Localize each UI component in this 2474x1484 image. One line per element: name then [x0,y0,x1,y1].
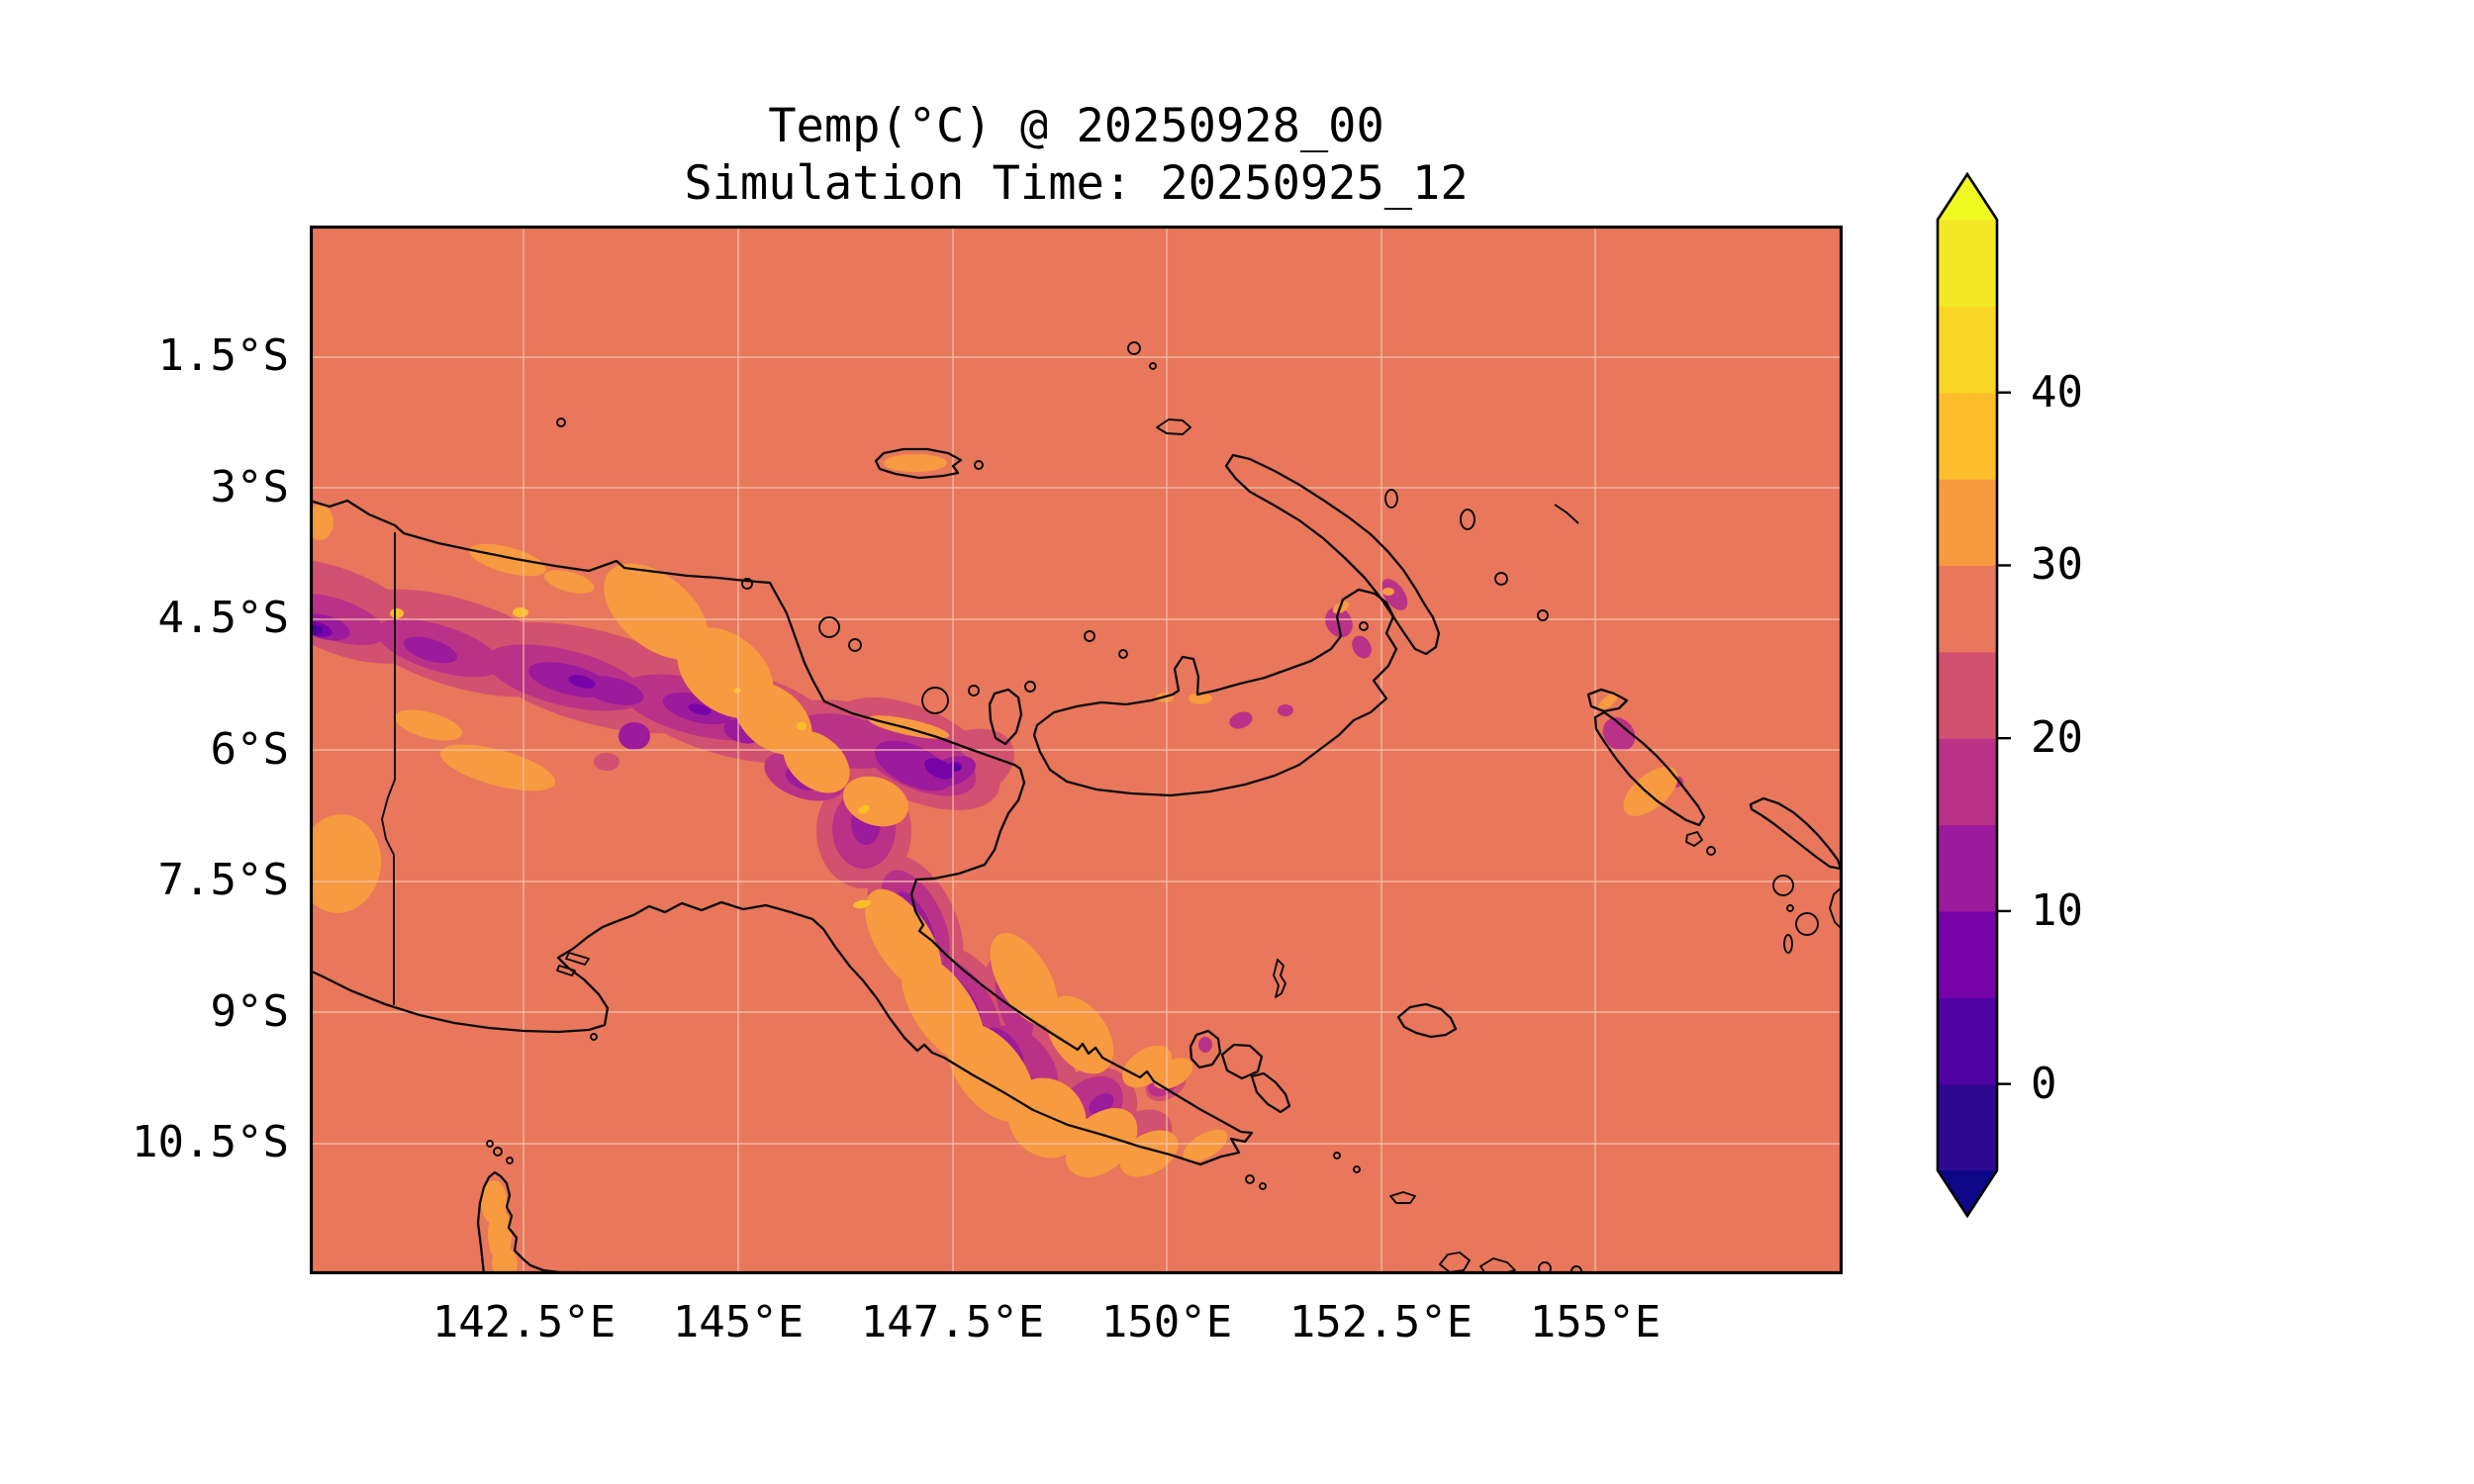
island-new-hanover [1156,418,1191,435]
island-louisiade-3 [1538,1261,1552,1274]
island-gizo [1786,904,1794,912]
island-samarai-2 [1259,1182,1267,1190]
colorbar-segment-40-45 [1938,306,1997,394]
island-umboi [988,688,1023,746]
island-nuguria-sliver [1554,504,1579,524]
island-tabar [1384,489,1398,509]
colorbar-segment--5-0 [1938,1083,1997,1171]
lat-tick-label: 3°S [210,461,289,512]
island-normanby [1250,1071,1291,1114]
island-feni [1537,609,1549,621]
island-goodenough [1189,1029,1222,1069]
colorbar-segment-10-15 [1938,824,1997,912]
colorbar-segment-15-20 [1938,738,1997,826]
coastline-new-ireland [1224,453,1441,656]
lon-tick-label: 150°E [1100,1297,1233,1347]
colorbar-over-arrow [1938,174,1997,220]
island-kiwai-2 [556,965,576,976]
island-misima [1389,1191,1416,1204]
plot-subtitle: Simulation Time: 20250925_12 [684,156,1469,211]
island-torres-3 [486,1140,494,1148]
colorbar-tick-value: 40 [2031,366,2083,417]
island-lihir [1460,509,1475,530]
colorbar-segment-5-10 [1938,910,1997,998]
lon-tick-label: 152.5°E [1288,1297,1474,1347]
lat-tick-label: 6°S [210,723,289,775]
island-karkar [818,616,840,638]
coastline-manus [874,447,963,480]
island-bagabag [848,638,862,652]
lat-tick-label: 7.5°S [157,855,289,906]
island-torres-1 [493,1147,503,1157]
island-wuvulu [556,417,566,427]
island-kiwai-1 [565,952,590,966]
border-png-indonesia-141e [381,532,396,1005]
island-lolobau [1084,630,1095,642]
plot-title: Temp(°C) @ 20250928_00 [768,99,1384,153]
coastline-new-guinea-mainland [310,499,1254,1166]
colorbar-under-arrow [1938,1170,1997,1216]
colorbar-outline [1936,171,1999,1219]
lat-tick-label: 4.5°S [157,593,289,644]
island-new-georgia-edge [1829,885,1843,931]
island-vella-lavella [1772,875,1794,896]
island-crown [968,685,980,696]
colorbar-segments [1938,220,1997,1171]
contour-band-30-35 [310,454,1678,1274]
gridlines [310,226,1843,1274]
island-manam [741,578,753,590]
island-long [921,687,949,714]
colorbar-tick-value: 20 [2031,712,2083,764]
colorbar-segment-25-30 [1938,565,1997,653]
lon-tick-label: 145°E [672,1297,805,1347]
island-bougainville [1593,710,1706,827]
colorbar-tick-value: 0 [2031,1058,2057,1109]
island-kolombangara [1795,912,1819,936]
coastline-new-britain [1032,588,1398,797]
island-treasury [1706,846,1716,856]
island-samarai-1 [1245,1174,1255,1184]
island-amphlett-1 [1333,1152,1341,1159]
coastlines [310,341,1843,1274]
lon-tick-label: 147.5°E [860,1297,1045,1347]
lat-tick-label: 10.5°S [132,1117,289,1168]
island-sakar [1024,681,1036,693]
colorbar-tick-value: 10 [2031,884,2083,936]
colorbar-segment-35-40 [1938,392,1997,480]
island-shortland [1685,831,1703,847]
lon-tick-label: 142.5°E [431,1297,617,1347]
island-tanga [1494,572,1508,586]
map-frame [310,226,1843,1274]
island-fergusson [1220,1043,1264,1080]
coastline-cape-york-australia [476,1170,597,1274]
colorbar-segment-0-5 [1938,997,1997,1085]
island-unea [1118,649,1128,659]
contour-band-35-40 [390,607,871,909]
island-buka [1586,688,1629,713]
island-mussau [1127,341,1141,355]
lat-tick-label: 1.5°S [157,330,289,382]
island-daru [590,1033,598,1041]
map-plot-area [310,226,1843,1274]
colorbar-segment-45-50 [1938,220,1997,307]
island-kiriwina [1273,959,1286,998]
island-amphlett-2 [1353,1165,1361,1173]
lon-tick-label: 155°E [1529,1297,1662,1347]
colorbar-tick-value: 30 [2031,539,2083,591]
lat-tick-label: 9°S [210,985,289,1037]
island-duke-of-york [1359,621,1369,631]
island-torres-2 [506,1157,514,1164]
colorbar-ticks [1997,391,2011,1085]
island-woodlark [1396,1002,1458,1039]
colorbar [1936,171,2011,1219]
island-los-negros [974,460,984,470]
colorbar-segment-30-35 [1938,479,1997,567]
island-emirau [1149,362,1157,370]
colorbar-segment-20-25 [1938,651,1997,739]
island-ranongga [1783,934,1793,954]
